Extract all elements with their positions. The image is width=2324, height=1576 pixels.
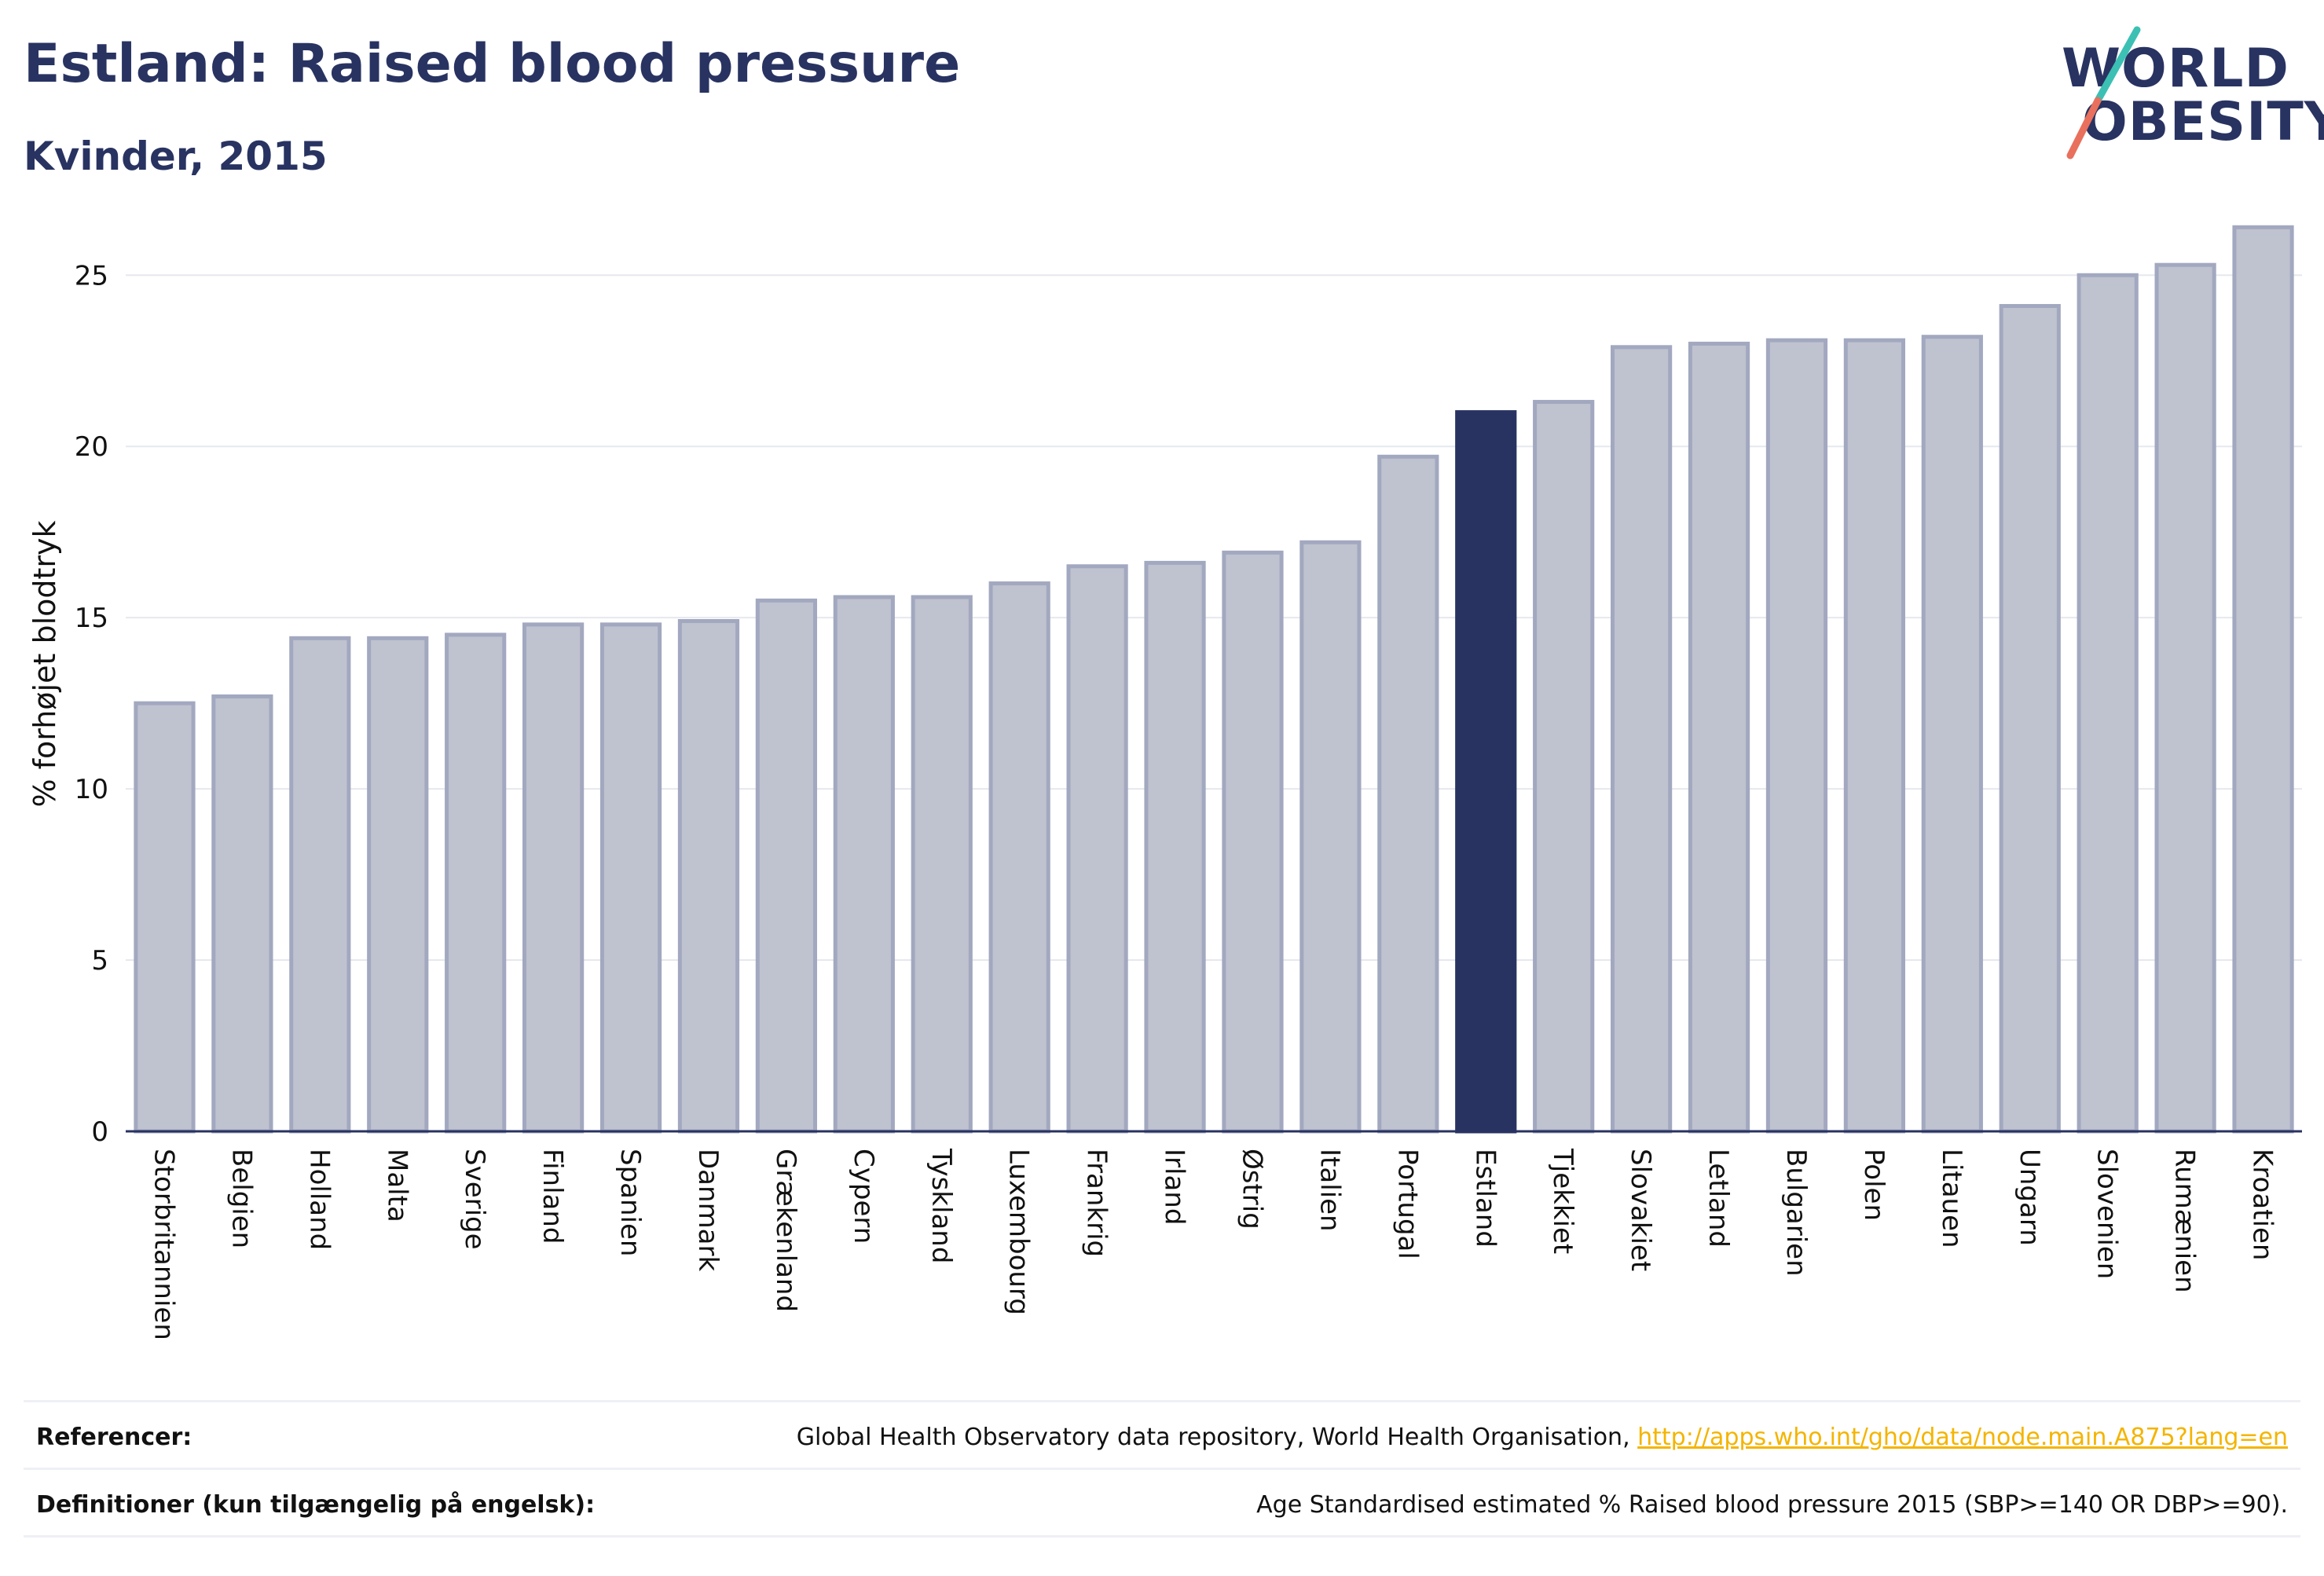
x-tick-label: Letland — [1703, 1149, 1734, 1248]
x-tick-label: Polen — [1858, 1149, 1890, 1221]
bar — [1611, 345, 1673, 1134]
bar — [1688, 341, 1750, 1134]
x-tick-label: Rumænien — [2169, 1149, 2201, 1293]
x-tick-label: Ungarn — [2014, 1149, 2045, 1246]
bar — [211, 694, 273, 1134]
bar — [599, 622, 662, 1134]
world-obesity-logo: WORLD OBESITY — [2043, 22, 2324, 171]
x-tick-label: Spanien — [614, 1149, 646, 1256]
x-tick-label: Irland — [1159, 1149, 1190, 1225]
definitions-label: Definitioner (kun tilgængelig på engelsk… — [36, 1491, 596, 1519]
y-tick-label: 10 — [75, 774, 108, 805]
chart-subtitle: Kvinder, 2015 — [24, 134, 328, 179]
y-tick-label: 25 — [75, 260, 108, 291]
bar — [1299, 540, 1362, 1134]
chart-title: Estland: Raised blood pressure — [24, 33, 961, 95]
bar — [1921, 335, 1983, 1134]
bar — [134, 701, 196, 1134]
bar — [2077, 273, 2139, 1134]
logo-slash-icon — [2066, 26, 2141, 159]
bar — [1377, 454, 1439, 1134]
bar — [833, 595, 895, 1134]
y-tick-label: 5 — [91, 945, 108, 977]
y-tick-label: 0 — [91, 1116, 108, 1148]
logo-word-world: WORLD — [2062, 38, 2289, 100]
x-tick-label: Frankrig — [1081, 1149, 1113, 1257]
bar — [988, 581, 1050, 1134]
references-link[interactable]: http://apps.who.int/gho/data/node.main.A… — [1637, 1424, 2288, 1451]
x-tick-label: Holland — [303, 1149, 335, 1250]
x-tick-label: Tjekkiet — [1547, 1148, 1578, 1254]
bar — [755, 598, 817, 1134]
x-tick-label: Luxembourg — [1003, 1149, 1035, 1315]
references-text: Global Health Observatory data repositor… — [796, 1424, 1638, 1451]
bar — [1066, 564, 1128, 1134]
bar — [1843, 338, 1905, 1134]
bar — [677, 619, 740, 1134]
x-tick-label: Bulgarien — [1780, 1149, 1812, 1277]
bar — [1999, 303, 2061, 1134]
bar — [522, 622, 585, 1134]
x-tick-label: Slovenien — [2091, 1149, 2123, 1279]
references-value: Global Health Observatory data repositor… — [797, 1424, 2288, 1451]
y-tick-label: 15 — [75, 603, 108, 634]
x-tick-label: Finland — [537, 1149, 568, 1244]
bar — [445, 632, 507, 1134]
logo-word-obesity: OBESITY — [2082, 91, 2324, 153]
bar — [2154, 262, 2216, 1134]
x-tick-label: Tyskland — [926, 1148, 957, 1263]
x-tick-label: Litauen — [1936, 1149, 1967, 1248]
references-row: Referencer: Global Health Observatory da… — [24, 1400, 2300, 1468]
bar — [367, 636, 429, 1134]
bar — [1765, 338, 1828, 1134]
divider — [24, 1400, 2300, 1402]
x-tick-label: Cypern — [848, 1149, 879, 1244]
x-tick-label: Malta — [381, 1149, 412, 1222]
bar-chart: 0 5 10 15 20 25 Storbritannien Belgien Holland Ma… — [27, 225, 2302, 1340]
y-tick-label: 20 — [75, 431, 108, 463]
y-axis-label: % forhøjet blodtryk — [27, 520, 62, 807]
references-label: Referencer: — [36, 1424, 192, 1451]
x-tick-label: Kroatien — [2247, 1149, 2278, 1260]
bar — [1533, 400, 1595, 1134]
x-tick-label: Storbritannien — [148, 1149, 179, 1340]
definitions-value: Age Standardised estimated % Raised bloo… — [1256, 1491, 2288, 1519]
bar — [1144, 560, 1206, 1134]
bar — [1455, 410, 1517, 1134]
x-tick-label: Estland — [1469, 1149, 1501, 1248]
divider — [24, 1468, 2300, 1470]
x-tick-label: Østrig — [1236, 1149, 1267, 1230]
definitions-row: Definitioner (kun tilgængelig på engelsk… — [24, 1468, 2300, 1538]
bar — [2232, 225, 2294, 1134]
divider — [24, 1535, 2300, 1538]
x-tick-label: Italien — [1314, 1149, 1345, 1232]
x-tick-label: Portugal — [1391, 1149, 1423, 1259]
x-tick-label: Belgien — [225, 1149, 257, 1248]
x-tick-label: Sverige — [459, 1149, 490, 1250]
bar — [911, 595, 973, 1134]
bar — [289, 636, 351, 1134]
x-tick-label: Grækenland — [770, 1149, 801, 1312]
x-tick-label: Danmark — [692, 1149, 724, 1271]
x-tick-label: Slovakiet — [1625, 1149, 1656, 1271]
bar — [1222, 550, 1284, 1134]
